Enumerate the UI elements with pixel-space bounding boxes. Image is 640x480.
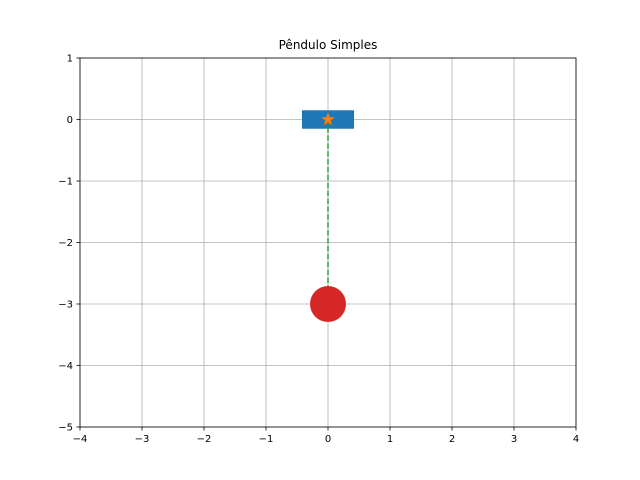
plot-area	[301, 110, 355, 322]
chart-title: Pêndulo Simples	[279, 38, 378, 52]
x-tick-label: −1	[259, 434, 274, 445]
x-tick-label: −4	[73, 434, 88, 445]
y-tick-label: −5	[58, 423, 73, 434]
y-tick-label: −2	[58, 238, 73, 249]
y-tick-label: −4	[58, 361, 73, 372]
x-tick-label: −3	[135, 434, 150, 445]
x-tick-label: −2	[197, 434, 212, 445]
y-tick-label: 0	[67, 115, 73, 126]
y-axis: −5 −4 −3 −2 −1 0 1	[58, 54, 80, 434]
pendulum-bob	[310, 286, 346, 322]
x-tick-label: 0	[325, 434, 331, 445]
x-axis: −4 −3 −2 −1 0 1 2 3 4	[73, 427, 579, 445]
x-tick-label: 4	[573, 434, 579, 445]
x-tick-label: 3	[511, 434, 517, 445]
y-tick-label: −3	[58, 300, 73, 311]
x-tick-label: 2	[449, 434, 455, 445]
y-tick-label: 1	[67, 54, 73, 65]
x-tick-label: 1	[387, 434, 393, 445]
y-tick-label: −1	[58, 177, 73, 188]
pivot-star-marker	[320, 111, 336, 126]
